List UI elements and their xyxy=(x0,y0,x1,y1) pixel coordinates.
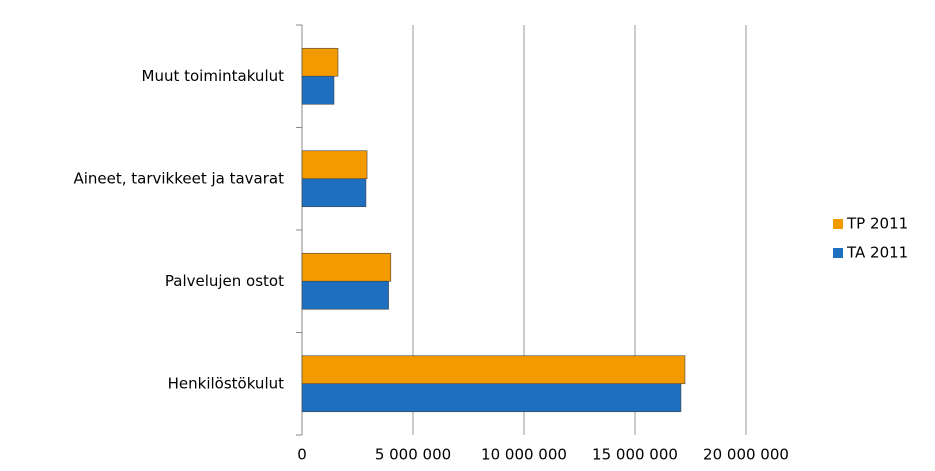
legend-label: TA 2011 xyxy=(846,244,908,262)
bar xyxy=(301,75,335,105)
x-tick-label: 10 000 000 xyxy=(481,446,567,464)
x-tick-label: 5 000 000 xyxy=(375,446,451,464)
bar xyxy=(301,252,392,282)
y-tick-label: Aineet, tarvikkeet ja tavarat xyxy=(73,169,284,187)
bar xyxy=(301,383,682,413)
legend-swatch xyxy=(833,248,843,258)
y-tick-label: Henkilöstökulut xyxy=(168,374,284,392)
x-tick-label: 20 000 000 xyxy=(703,446,789,464)
y-tick-label: Palvelujen ostot xyxy=(165,272,284,290)
legend-label: TP 2011 xyxy=(846,215,908,233)
bar xyxy=(301,355,686,385)
bar xyxy=(301,47,339,77)
legend-swatch xyxy=(833,219,843,229)
x-tick-label: 15 000 000 xyxy=(592,446,678,464)
x-tick-label: 0 xyxy=(297,446,307,464)
y-tick-label: Muut toimintakulut xyxy=(142,67,285,85)
bar xyxy=(301,178,367,208)
bar xyxy=(301,280,389,310)
bar xyxy=(301,150,368,180)
